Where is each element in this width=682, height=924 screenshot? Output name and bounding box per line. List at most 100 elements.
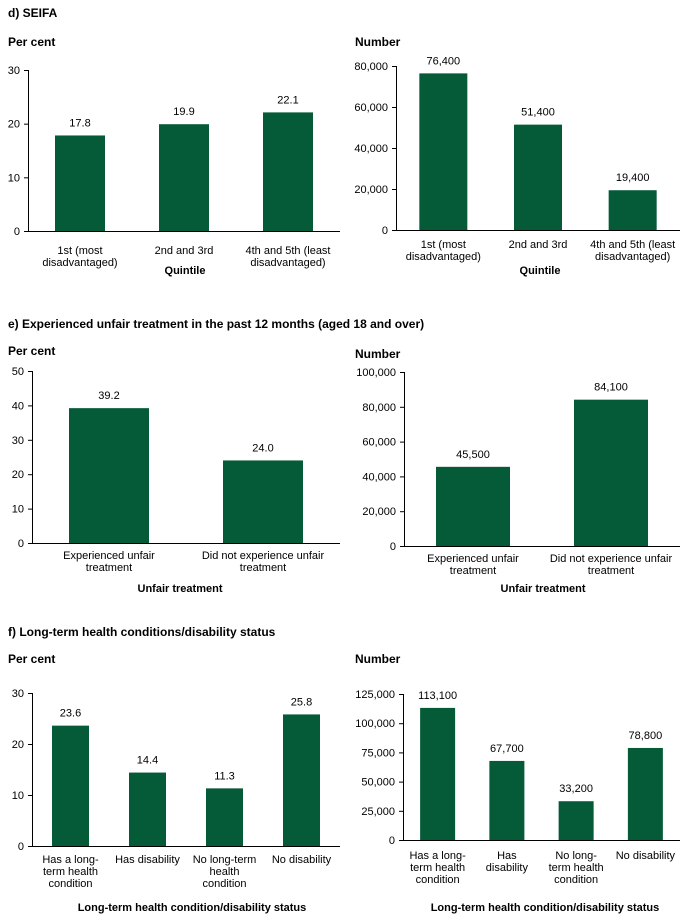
unit-label: Number [355, 652, 401, 666]
chart-1: Per cent 0 10 20 30 17.8 1st (most disadvantage… [8, 35, 340, 277]
x-tick-label: No disability [272, 854, 332, 866]
y-tick-label: 60,000 [362, 437, 396, 449]
chart-4: Number 0 20,000 40,000 60,000 80,000 100,000 45… [355, 347, 680, 595]
y-tick-label: 40,000 [362, 471, 396, 483]
y-tick-label: 0 [389, 835, 395, 847]
y-tick-label: 100,000 [355, 718, 395, 730]
data-label: 19.9 [173, 106, 194, 118]
y-tick-label: 50 [12, 366, 24, 378]
x-tick-label: Has a long-term health condition [42, 854, 99, 890]
x-axis-title: Long-term health condition/disability st… [431, 902, 660, 914]
x-tick-label: Has disability [486, 850, 529, 874]
data-label: 33,200 [559, 783, 593, 795]
data-label: 76,400 [427, 55, 461, 67]
y-tick-label: 0 [382, 225, 388, 237]
y-tick-label: 80,000 [354, 61, 388, 73]
data-label: 19,400 [616, 172, 650, 184]
y-tick-label: 10 [12, 504, 24, 516]
chart-5: Per cent 0 10 20 30 23.6 Has a long-term healt… [8, 652, 340, 914]
y-tick-label: 20,000 [354, 184, 388, 196]
bar [129, 772, 166, 846]
x-tick-label: 2nd and 3rd [509, 239, 568, 251]
y-tick-label: 0 [18, 841, 24, 853]
x-tick-label: 4th and 5th (least disadvantaged) [590, 239, 675, 263]
bar [436, 466, 510, 546]
unit-label: Number [355, 347, 401, 361]
y-tick-label: 75,000 [361, 747, 395, 759]
unit-label: Per cent [8, 652, 55, 666]
x-tick-label: No disability [616, 850, 676, 862]
x-axis-title: Quintile [520, 265, 561, 277]
bar [574, 399, 648, 546]
y-tick-label: 20 [12, 469, 24, 481]
bar [159, 124, 209, 231]
x-axis-title: Unfair treatment [501, 583, 586, 595]
data-label: 22.1 [277, 94, 298, 106]
x-tick-label: 2nd and 3rd [155, 245, 214, 257]
data-label: 45,500 [456, 449, 490, 461]
data-label: 17.8 [69, 117, 90, 129]
y-tick-label: 40 [12, 400, 24, 412]
y-tick-label: 30 [8, 65, 20, 77]
x-tick-label: Has disability [115, 854, 180, 866]
chart-6: Number 0 25,000 50,000 75,000 100,000 125,000 1… [355, 652, 680, 914]
x-tick-label: Did not experience unfair treatment [202, 550, 325, 574]
bar [52, 725, 89, 846]
bar [55, 135, 105, 231]
y-tick-label: 100,000 [356, 367, 396, 379]
y-tick-label: 0 [390, 541, 396, 553]
bar [206, 788, 243, 846]
bar [223, 460, 303, 543]
data-label: 24.0 [252, 442, 273, 454]
y-tick-label: 80,000 [362, 402, 396, 414]
y-tick-label: 20,000 [362, 506, 396, 518]
y-tick-label: 60,000 [354, 102, 388, 114]
bar [420, 707, 456, 840]
y-tick-label: 10 [8, 172, 20, 184]
bar [283, 714, 320, 846]
data-label: 113,100 [418, 690, 457, 702]
unit-label: Per cent [8, 35, 55, 49]
data-label: 14.4 [137, 755, 158, 767]
y-tick-label: 30 [12, 435, 24, 447]
y-tick-label: 20 [12, 739, 24, 751]
chart-2: Number 0 20,000 40,000 60,000 80,000 76,400 1st… [354, 35, 680, 277]
bar [608, 190, 657, 230]
chart-3: Per cent 0 10 20 30 40 50 39.2 Experienced unfai… [8, 344, 340, 595]
data-label: 84,100 [594, 382, 628, 394]
bar [627, 747, 663, 840]
data-label: 39.2 [98, 390, 119, 402]
x-tick-label: Experienced unfair treatment [427, 553, 519, 577]
bar [263, 112, 313, 231]
y-tick-label: 10 [12, 790, 24, 802]
x-tick-label: Has a long-term health condition [409, 850, 466, 886]
y-tick-label: 0 [14, 226, 20, 238]
x-axis-title: Long-term health condition/disability st… [78, 902, 307, 914]
x-tick-label: 1st (most disadvantaged) [406, 239, 481, 263]
y-tick-label: 125,000 [355, 689, 395, 701]
data-label: 67,700 [490, 743, 524, 755]
data-label: 23.6 [60, 708, 81, 720]
unit-label: Number [355, 35, 401, 49]
y-tick-label: 20 [8, 119, 20, 131]
unit-label: Per cent [8, 344, 55, 358]
y-tick-label: 0 [18, 538, 24, 550]
data-label: 25.8 [291, 696, 312, 708]
x-tick-label: Experienced unfair treatment [63, 550, 155, 574]
x-tick-label: Did not experience unfair treatment [550, 553, 673, 577]
y-tick-label: 50,000 [361, 777, 395, 789]
data-label: 51,400 [521, 107, 555, 119]
x-tick-label: 1st (most disadvantaged) [42, 245, 117, 269]
bar [419, 73, 468, 230]
y-tick-label: 40,000 [354, 143, 388, 155]
section-title-health-disability: f) Long-term health conditions/disabilit… [8, 625, 276, 639]
x-tick-label: No long-term health condition [549, 850, 604, 886]
bar [514, 124, 562, 230]
section-title-seifa: d) SEIFA [8, 6, 58, 20]
y-tick-label: 25,000 [361, 806, 395, 818]
x-tick-label: No long-term health condition [193, 854, 257, 890]
x-axis-title: Unfair treatment [138, 583, 223, 595]
bar [69, 408, 149, 543]
y-tick-label: 30 [12, 688, 24, 700]
